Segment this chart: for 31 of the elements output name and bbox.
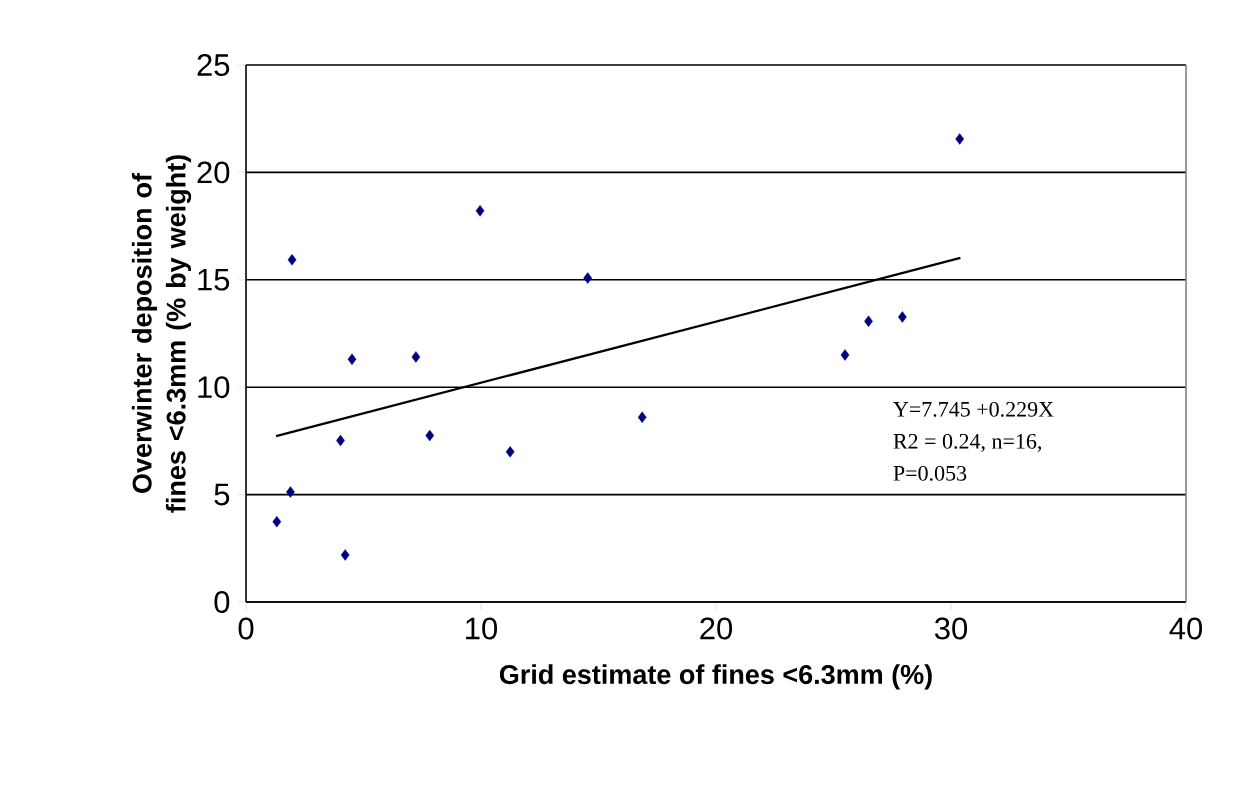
annotation: R2 = 0.24, n=16, bbox=[893, 433, 1042, 452]
y-tick-label: 25 bbox=[197, 54, 230, 76]
x-tick-label: 40 bbox=[1169, 617, 1203, 640]
point bbox=[505, 446, 515, 458]
x-tick-label: 10 bbox=[466, 617, 498, 640]
annotation: Y=7.745 +0.229X bbox=[893, 401, 1054, 417]
point bbox=[286, 486, 295, 498]
y-tick-label: 0 bbox=[214, 591, 230, 613]
point bbox=[583, 272, 593, 284]
point bbox=[637, 411, 647, 423]
y-tick-label: 15 bbox=[198, 268, 230, 291]
point bbox=[898, 311, 907, 323]
point bbox=[347, 353, 357, 365]
x-tick-label: 30 bbox=[934, 617, 968, 640]
point bbox=[411, 351, 421, 363]
x-axis-title: Grid estimate of fines <6.3mm (%) bbox=[499, 664, 932, 690]
point bbox=[340, 549, 350, 561]
point bbox=[955, 133, 965, 145]
y-tick-label: 10 bbox=[198, 376, 230, 399]
point bbox=[864, 315, 873, 327]
point bbox=[840, 349, 850, 361]
point bbox=[475, 205, 485, 217]
y-tick-label: 20 bbox=[197, 161, 230, 184]
point bbox=[272, 515, 282, 528]
x-tick-label: 0 bbox=[238, 617, 254, 640]
y-axis-title: Overwinter deposition of fines <6.3mm (% by weight) bbox=[131, 155, 192, 513]
point bbox=[287, 254, 297, 266]
x-tick-label: 20 bbox=[700, 617, 733, 640]
y-tick-label: 5 bbox=[214, 483, 230, 506]
point bbox=[425, 429, 435, 442]
annotation: P=0.053 bbox=[893, 465, 967, 481]
